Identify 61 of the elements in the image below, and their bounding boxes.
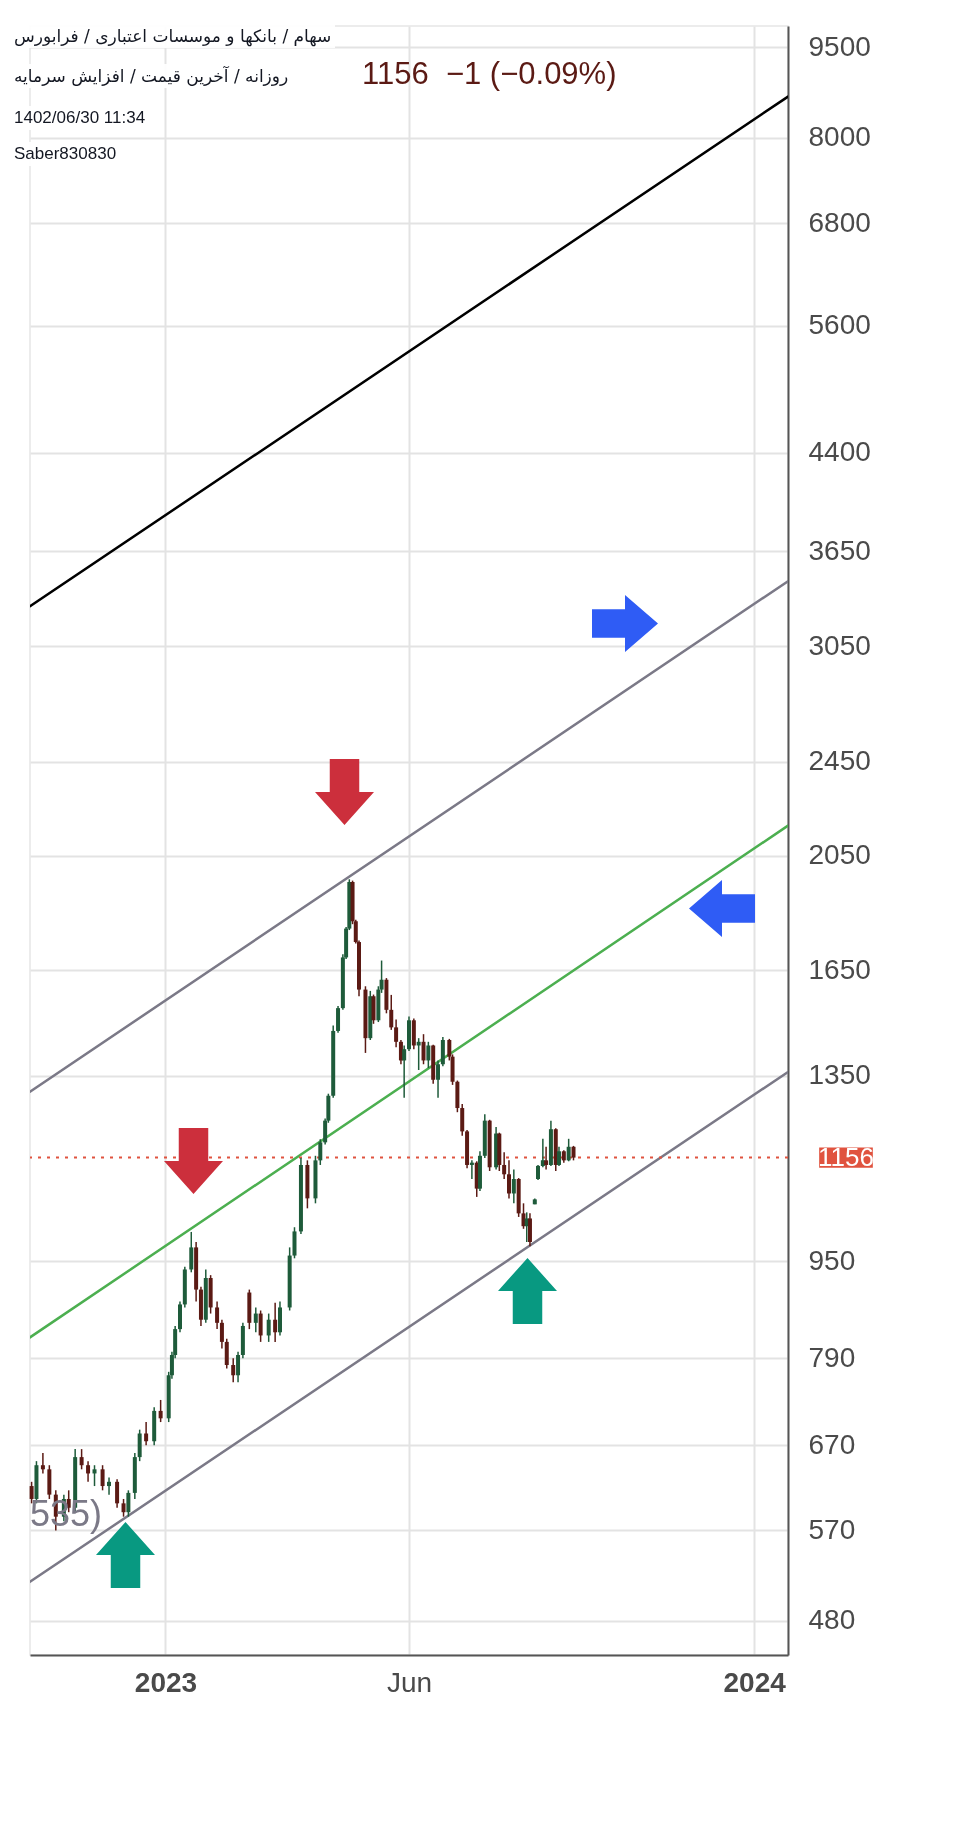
y-tick-label: 6800 <box>808 206 871 238</box>
y-tick-label: 2050 <box>808 839 871 871</box>
y-tick-label: 9500 <box>808 30 871 62</box>
text: روزانه / آخرین قیمت / افزایش سرمایه <box>10 64 293 88</box>
annotation: 1156 −1 (−0.09%) <box>362 56 617 92</box>
y-tick-label: 790 <box>808 1341 856 1373</box>
candlestick <box>100 1464 105 1492</box>
x-tick-label: 2023 <box>134 1666 198 1698</box>
candlestick <box>79 1448 84 1471</box>
candlestick <box>115 1478 120 1509</box>
candlestick <box>502 1151 507 1180</box>
candlestick <box>126 1489 131 1518</box>
candlestick <box>511 1168 516 1205</box>
candlestick <box>266 1312 271 1343</box>
candlestick <box>394 1018 399 1049</box>
x-tick-label: 2024 <box>723 1666 787 1698</box>
candlestick <box>144 1421 149 1446</box>
x-tick-label: Jun <box>386 1666 433 1698</box>
candlestick <box>236 1350 241 1383</box>
candlestick <box>389 994 394 1031</box>
annotation: Saber830830 <box>10 142 121 166</box>
y-tick-label: 1650 <box>808 953 871 985</box>
annotation: 1402/06/30 11:34 <box>10 106 150 130</box>
candlestick <box>544 1146 549 1171</box>
y-tick-label: 480 <box>808 1604 856 1636</box>
y-tick-label: 3650 <box>808 534 871 566</box>
candlestick <box>137 1428 142 1462</box>
chart-title: سهام / بانکها و موسسات اعتباری / فرابورس <box>10 24 336 48</box>
candlestick <box>402 1044 407 1099</box>
candlestick <box>231 1357 236 1383</box>
candlestick <box>506 1159 511 1200</box>
y-tick-label: 5600 <box>808 309 871 341</box>
candlestick <box>86 1460 91 1483</box>
y-tick-label: 3050 <box>808 629 871 661</box>
candlestick <box>426 1041 431 1069</box>
candlestick <box>556 1146 561 1167</box>
candlestick <box>273 1301 278 1343</box>
y-tick-label: 8000 <box>808 121 871 153</box>
candlestick <box>224 1337 229 1370</box>
candlestick <box>219 1318 224 1350</box>
y-tick-label: 950 <box>808 1244 856 1276</box>
y-tick-label: 2450 <box>808 745 871 777</box>
candlestick <box>436 1059 441 1099</box>
candlestick <box>318 1138 323 1166</box>
candlestick <box>421 1033 426 1065</box>
candlestick <box>253 1306 258 1334</box>
y-tick-label: 4400 <box>808 436 871 468</box>
y-tick-label: 1350 <box>808 1059 871 1091</box>
candlestick <box>258 1309 263 1343</box>
candlestick <box>158 1399 163 1423</box>
candlestick <box>215 1300 220 1330</box>
candlestick <box>336 1005 341 1034</box>
candlestick <box>107 1476 112 1496</box>
ref-line-label: 1156 <box>818 1141 874 1172</box>
y-tick-label: 570 <box>808 1513 856 1545</box>
candlestick <box>40 1452 45 1475</box>
candlestick <box>92 1464 97 1487</box>
candlestick <box>566 1138 571 1163</box>
candlestick <box>189 1231 194 1274</box>
y-tick-label: 670 <box>808 1428 856 1460</box>
candlestick <box>460 1103 465 1137</box>
